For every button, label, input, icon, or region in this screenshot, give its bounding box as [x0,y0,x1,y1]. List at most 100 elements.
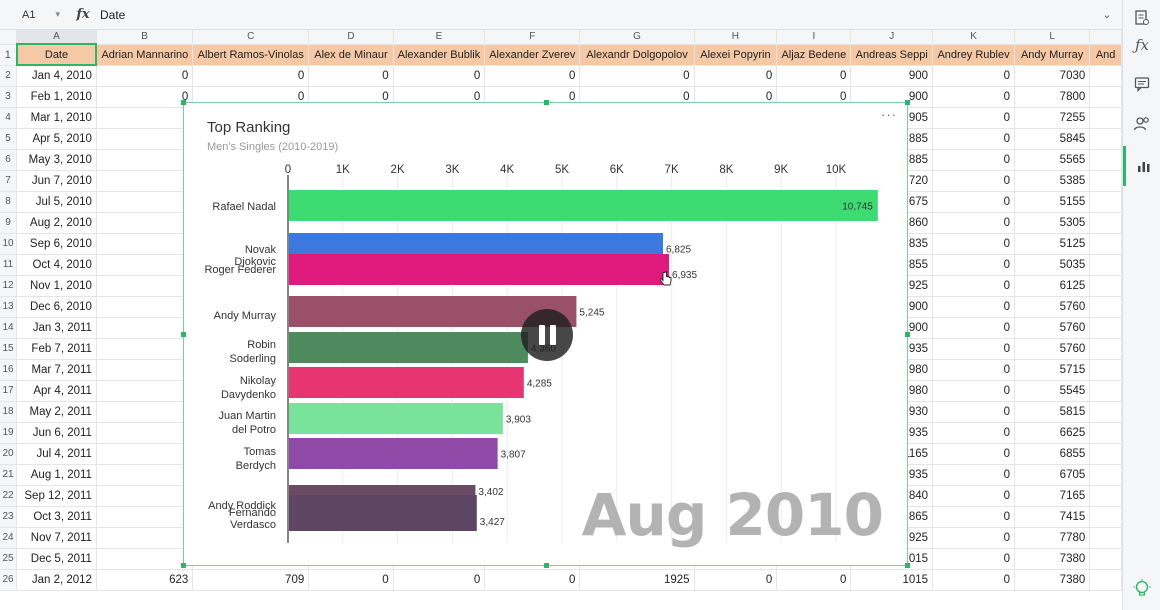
header-cell[interactable]: Albert Ramos-Vinolas [192,44,310,66]
row-header[interactable]: 19 [0,422,18,444]
value-cell[interactable] [96,191,194,213]
resize-handle[interactable] [181,332,186,337]
date-cell[interactable]: Jan 2, 2012 [16,569,97,591]
more-options-icon[interactable]: ··· [881,107,897,122]
value-cell[interactable] [96,170,194,192]
value-cell[interactable] [1089,338,1122,360]
value-cell[interactable] [1089,317,1122,339]
row-header[interactable]: 13 [0,296,18,318]
resize-handle[interactable] [544,100,549,105]
row-header[interactable]: 1 [0,44,18,66]
value-cell[interactable]: 709 [192,569,310,591]
date-cell[interactable]: Oct 4, 2010 [16,254,97,276]
column-header[interactable]: H [694,30,778,45]
value-cell[interactable]: 0 [932,170,1015,192]
value-cell[interactable] [1089,296,1122,318]
row-header[interactable]: 18 [0,401,18,423]
value-cell[interactable]: 0 [932,338,1015,360]
value-cell[interactable] [96,212,194,234]
chart-icon[interactable] [1123,146,1160,186]
value-cell[interactable]: 7380 [1014,548,1091,570]
resize-handle[interactable] [181,100,186,105]
column-header[interactable]: G [579,30,695,45]
value-cell[interactable]: 0 [932,191,1015,213]
pause-button[interactable] [521,309,573,361]
value-cell[interactable]: 6855 [1014,443,1091,465]
value-cell[interactable]: 0 [932,317,1015,339]
column-header[interactable]: A [16,30,97,45]
value-cell[interactable]: 0 [192,65,310,87]
value-cell[interactable] [96,254,194,276]
row-header[interactable]: 12 [0,275,18,297]
value-cell[interactable] [1089,443,1122,465]
date-cell[interactable]: Jun 6, 2011 [16,422,97,444]
date-cell[interactable]: Mar 1, 2010 [16,107,97,129]
value-cell[interactable]: 5715 [1014,359,1091,381]
value-cell[interactable]: 5760 [1014,317,1091,339]
date-cell[interactable]: Nov 1, 2010 [16,275,97,297]
row-header[interactable]: 7 [0,170,18,192]
date-cell[interactable]: Jun 7, 2010 [16,170,97,192]
date-cell[interactable]: Apr 4, 2011 [16,380,97,402]
value-cell[interactable]: 6705 [1014,464,1091,486]
row-header[interactable]: 21 [0,464,18,486]
row-header[interactable]: 3 [0,86,18,108]
value-cell[interactable]: 0 [694,569,778,591]
value-cell[interactable] [1089,65,1122,87]
value-cell[interactable]: 5385 [1014,170,1091,192]
value-cell[interactable] [96,296,194,318]
header-cell[interactable]: Alexander Bublik [393,44,486,66]
date-cell[interactable]: Feb 7, 2011 [16,338,97,360]
value-cell[interactable]: 0 [484,65,581,87]
column-header[interactable]: E [393,30,486,45]
value-cell[interactable] [1089,380,1122,402]
value-cell[interactable]: 0 [579,65,695,87]
value-cell[interactable] [96,317,194,339]
column-header[interactable]: B [96,30,194,45]
value-cell[interactable]: 0 [932,422,1015,444]
date-cell[interactable]: Feb 1, 2010 [16,86,97,108]
row-header[interactable]: 2 [0,65,18,87]
value-cell[interactable] [96,527,194,549]
value-cell[interactable]: 0 [932,506,1015,528]
value-cell[interactable]: 0 [776,569,852,591]
value-cell[interactable] [1089,233,1122,255]
value-cell[interactable]: 0 [932,443,1015,465]
value-cell[interactable] [96,380,194,402]
function-panel-icon[interactable]: ƒx [1134,36,1149,54]
value-cell[interactable]: 0 [932,485,1015,507]
header-cell[interactable]: And [1089,44,1122,66]
select-all-corner[interactable] [0,30,18,45]
row-header[interactable]: 17 [0,380,18,402]
formula-input[interactable]: Date [100,7,126,22]
date-cell[interactable]: Aug 1, 2011 [16,464,97,486]
value-cell[interactable] [1089,191,1122,213]
value-cell[interactable] [1089,464,1122,486]
value-cell[interactable] [1089,506,1122,528]
value-cell[interactable] [1089,359,1122,381]
value-cell[interactable] [96,359,194,381]
row-header[interactable]: 5 [0,128,18,150]
value-cell[interactable] [96,548,194,570]
value-cell[interactable]: 0 [96,65,194,87]
value-cell[interactable] [96,401,194,423]
date-cell[interactable]: Oct 3, 2011 [16,506,97,528]
value-cell[interactable]: 0 [932,149,1015,171]
date-cell[interactable]: Jan 3, 2011 [16,317,97,339]
column-header[interactable]: L [1014,30,1091,45]
value-cell[interactable]: 5760 [1014,338,1091,360]
collaborators-icon[interactable] [1123,106,1160,142]
date-cell[interactable]: May 2, 2011 [16,401,97,423]
value-cell[interactable]: 0 [932,359,1015,381]
date-cell[interactable]: Dec 6, 2010 [16,296,97,318]
chevron-down-icon[interactable]: ▾ [55,9,60,19]
header-cell[interactable]: Alexei Popyrin [694,44,778,66]
value-cell[interactable]: 0 [932,527,1015,549]
value-cell[interactable]: 0 [932,212,1015,234]
header-cell[interactable]: Adrian Mannarino [96,44,194,66]
value-cell[interactable]: 5305 [1014,212,1091,234]
value-cell[interactable]: 0 [932,128,1015,150]
resize-handle[interactable] [905,100,910,105]
value-cell[interactable]: 0 [776,65,852,87]
value-cell[interactable]: 5545 [1014,380,1091,402]
